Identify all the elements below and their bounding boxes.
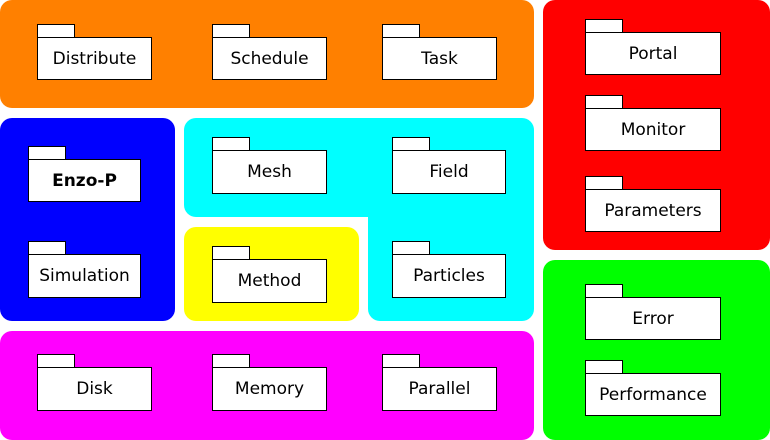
package-label: Monitor [585,108,721,151]
package-tab [37,354,75,368]
package-tab [382,24,420,38]
package-label: Field [392,150,506,194]
package-label: Simulation [28,254,141,298]
package-tab [585,176,623,190]
package-label: Error [585,297,721,340]
package-label: Particles [392,254,506,298]
package-tab [585,360,623,374]
package-field: Field [392,137,506,194]
package-tab [28,241,66,255]
package-label: Schedule [212,37,327,80]
package-label: Task [382,37,497,80]
package-tab [212,137,250,151]
package-tab [37,24,75,38]
package-label: Portal [585,32,721,75]
package-simulation: Simulation [28,241,141,298]
package-label: Parallel [382,367,497,411]
package-error: Error [585,284,721,340]
package-label: Enzo-P [28,159,141,202]
package-disk: Disk [37,354,152,411]
package-task: Task [382,24,497,80]
package-tab [212,246,250,260]
package-tab [585,95,623,109]
package-tab [212,354,250,368]
package-tab [392,137,430,151]
package-label: Performance [585,373,721,416]
package-tab [28,146,66,160]
package-tab [212,24,250,38]
package-parameters: Parameters [585,176,721,232]
package-label: Mesh [212,150,327,194]
package-distribute: Distribute [37,24,152,80]
package-performance: Performance [585,360,721,416]
package-label: Memory [212,367,327,411]
package-tab [382,354,420,368]
package-label: Method [212,259,327,303]
package-parallel: Parallel [382,354,497,411]
package-monitor: Monitor [585,95,721,151]
package-schedule: Schedule [212,24,327,80]
package-label: Distribute [37,37,152,80]
package-label: Parameters [585,189,721,232]
package-portal: Portal [585,19,721,75]
package-method: Method [212,246,327,303]
package-enzo-p: Enzo-P [28,146,141,202]
package-particles: Particles [392,241,506,298]
package-memory: Memory [212,354,327,411]
package-tab [392,241,430,255]
package-mesh: Mesh [212,137,327,194]
package-tab [585,284,623,298]
package-tab [585,19,623,33]
package-label: Disk [37,367,152,411]
